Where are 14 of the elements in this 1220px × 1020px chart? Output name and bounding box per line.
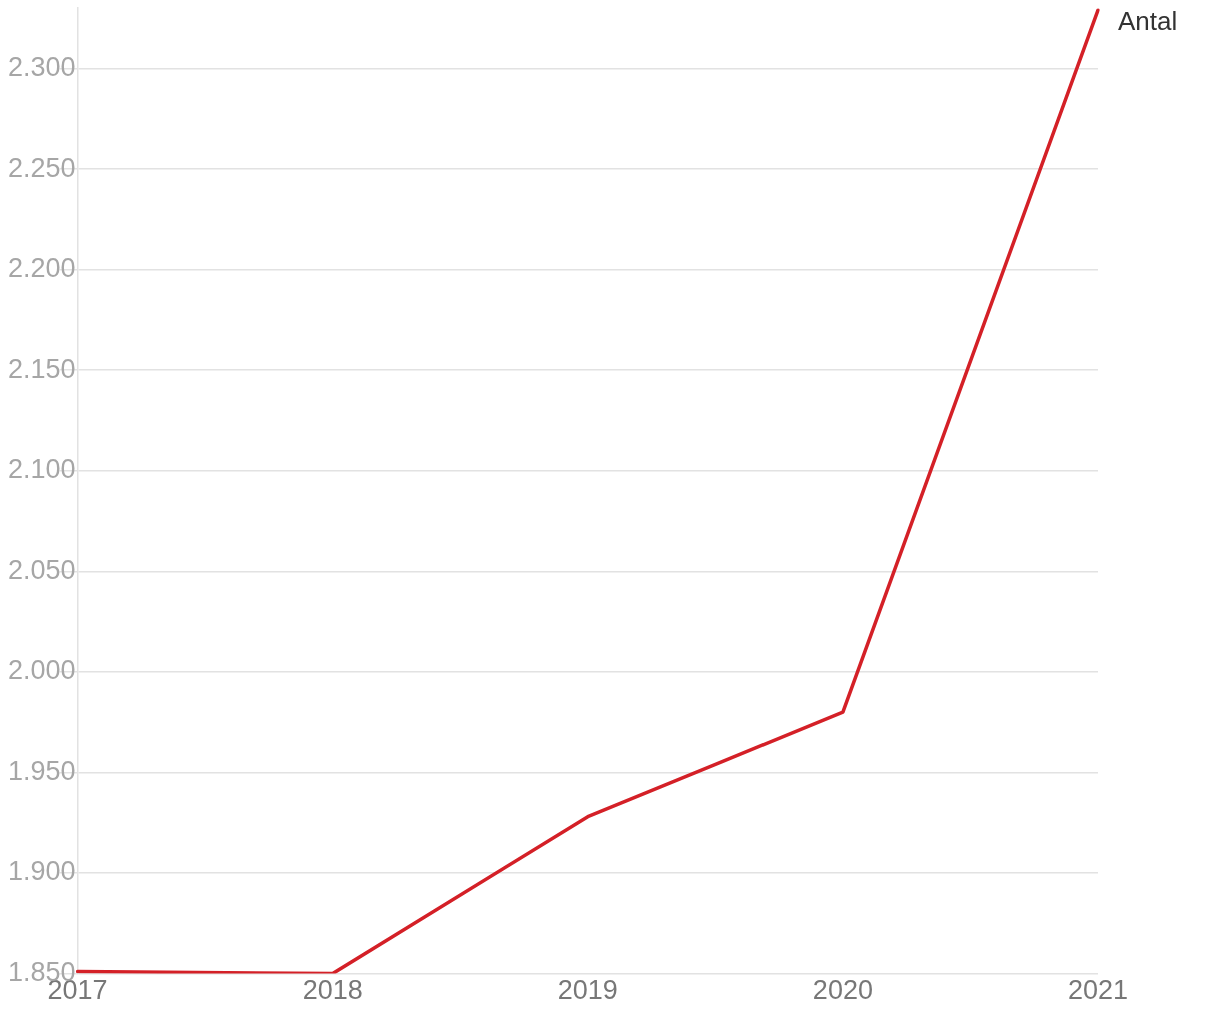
x-tick-label: 2018	[302, 975, 363, 1006]
y-tick-label: 2.000	[8, 655, 76, 686]
series-label: Antal	[1118, 6, 1178, 37]
y-tick-label: 2.050	[8, 554, 76, 585]
y-tick-label: 2.300	[8, 51, 76, 82]
x-tick-label: 2020	[812, 975, 873, 1006]
y-tick-label: 1.900	[8, 856, 76, 887]
y-tick-label: 2.250	[8, 152, 76, 183]
y-tick-label: 2.100	[8, 454, 76, 485]
x-tick-label: 2019	[557, 975, 618, 1006]
y-tick-label: 1.950	[8, 755, 76, 786]
y-tick-label: 2.150	[8, 353, 76, 384]
y-tick-label: 2.200	[8, 253, 76, 284]
x-tick-label: 2021	[1067, 975, 1129, 1006]
